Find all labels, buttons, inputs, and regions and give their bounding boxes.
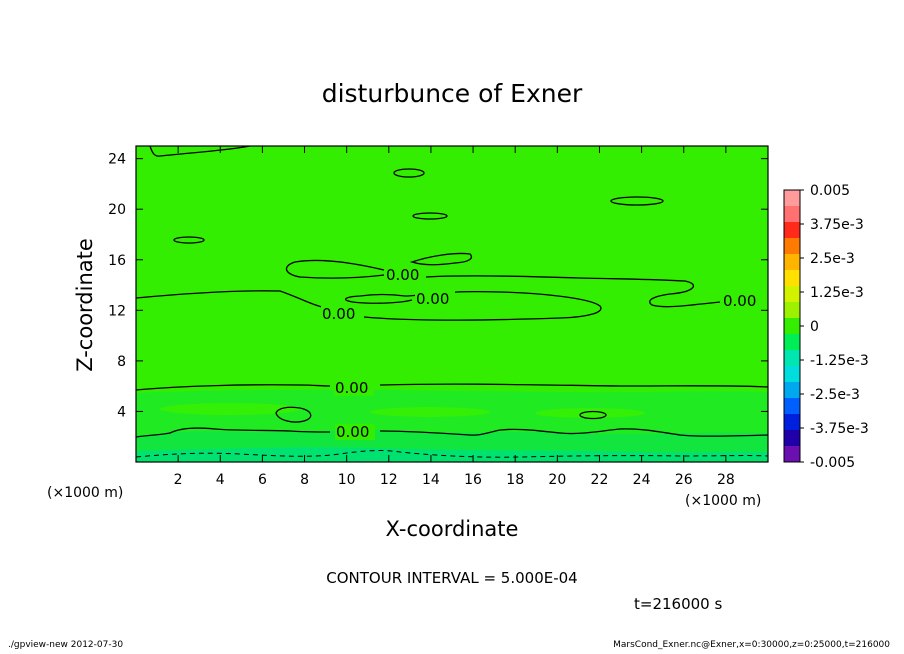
x-axis-label: X-coordinate xyxy=(386,517,519,541)
contour-line xyxy=(149,145,251,157)
y-tick-label: 20 xyxy=(108,202,126,218)
time-label: t=216000 s xyxy=(634,595,722,613)
colorbar: 0.005 3.75e-3 2.5e-3 1.25e-3 0 -1.25e-3 -2.5e-… xyxy=(783,183,869,471)
negative-contour-line xyxy=(135,450,769,458)
colorbar-swatch xyxy=(784,334,800,351)
x-tick-label: 14 xyxy=(422,472,440,488)
footer-right: MarsCond_Exner.nc@Exner,x=0:30000,z=0:25… xyxy=(613,640,890,650)
contour-label-bg xyxy=(385,267,425,283)
plot-frame xyxy=(135,145,769,463)
colorbar-swatch xyxy=(784,222,800,239)
colorbar-swatch xyxy=(784,238,800,255)
field-band xyxy=(136,447,768,462)
contour-line xyxy=(409,252,473,266)
colorbar-swatch xyxy=(784,286,800,303)
colorbar-swatch xyxy=(784,446,800,463)
x-tick-label: 8 xyxy=(300,472,309,488)
y-axis-label: Z-coordinate xyxy=(73,238,97,372)
colorbar-label: -0.005 xyxy=(810,455,855,471)
colorbar-label: 0.005 xyxy=(810,183,850,199)
colorbar-swatch xyxy=(784,254,800,271)
contour-line xyxy=(173,236,205,244)
colorbar-swatch xyxy=(784,206,800,223)
colorbar-swatch xyxy=(784,350,800,367)
contour-label: 0.00 xyxy=(386,266,419,284)
field-band xyxy=(160,403,300,415)
contour-label: 0.00 xyxy=(336,423,369,441)
x-tick-label: 12 xyxy=(380,472,398,488)
colorbar-label: 1.25e-3 xyxy=(810,285,864,301)
y-tick-label: 16 xyxy=(108,253,126,269)
contour-line xyxy=(344,290,602,321)
y-tick-label: 4 xyxy=(117,404,126,420)
y-axis: 4 8 12 16 20 24 xyxy=(108,152,768,420)
contour-label-bg xyxy=(722,293,762,309)
contour-line xyxy=(393,168,425,178)
contour-line xyxy=(379,428,769,437)
contour-line xyxy=(425,275,721,308)
contour-label-bg xyxy=(415,291,455,307)
x-axis: 2 4 6 8 10 12 14 16 18 20 22 24 26 28 xyxy=(174,146,735,488)
colorbar-swatch xyxy=(784,382,800,399)
contour-line xyxy=(135,290,323,308)
contour-line xyxy=(412,212,448,220)
contour-lines xyxy=(135,145,769,438)
colorbar-label: -1.25e-3 xyxy=(810,353,869,369)
colorbar-swatch xyxy=(784,318,800,335)
contour-line xyxy=(285,259,385,279)
contour-label-layer: 0.00 0.00 0.00 0.00 0.00 0.00 xyxy=(321,266,762,441)
colorbar-swatch xyxy=(784,398,800,415)
contour-line xyxy=(135,427,331,438)
colorbar-label: -2.5e-3 xyxy=(810,387,860,403)
contour-interval: CONTOUR INTERVAL = 5.000E-04 xyxy=(326,569,577,587)
contour-label-bg xyxy=(335,424,375,440)
x-unit-left: (×1000 m) xyxy=(47,485,123,501)
colorbar-label: 0 xyxy=(810,319,819,335)
colorbar-label: 3.75e-3 xyxy=(810,217,864,233)
x-tick-label: 4 xyxy=(216,472,225,488)
x-tick-label: 22 xyxy=(591,472,609,488)
contour-label: 0.00 xyxy=(322,305,355,323)
x-tick-label: 18 xyxy=(506,472,524,488)
contour-line xyxy=(275,406,312,423)
contour-line xyxy=(379,383,769,388)
y-tick-label: 12 xyxy=(108,303,126,319)
colorbar-label: 2.5e-3 xyxy=(810,251,855,267)
y-tick-label: 8 xyxy=(117,354,126,370)
contour-line xyxy=(610,196,664,206)
x-tick-label: 6 xyxy=(258,472,267,488)
x-unit-right: (×1000 m) xyxy=(685,493,761,509)
footer-left: ./gpview-new 2012-07-30 xyxy=(8,640,124,650)
contour-label: 0.00 xyxy=(335,379,368,397)
colorbar-swatch xyxy=(784,414,800,431)
colorbar-label: -3.75e-3 xyxy=(810,421,869,437)
x-tick-label: 16 xyxy=(464,472,482,488)
x-tick-label: 26 xyxy=(675,472,693,488)
x-tick-label: 20 xyxy=(548,472,566,488)
x-tick-label: 2 xyxy=(174,472,183,488)
contour-label: 0.00 xyxy=(723,292,756,310)
x-tick-label: 28 xyxy=(717,472,735,488)
colorbar-swatch xyxy=(784,366,800,383)
colorbar-swatch xyxy=(784,302,800,319)
plot-area: 0.00 0.00 0.00 0.00 0.00 0.00 xyxy=(135,145,769,463)
contour-line xyxy=(579,410,607,420)
contour-label: 0.00 xyxy=(416,290,449,308)
x-tick-label: 24 xyxy=(633,472,651,488)
colorbar-swatch xyxy=(784,190,800,207)
x-tick-label: 10 xyxy=(338,472,356,488)
colorbar-swatch xyxy=(784,270,800,287)
contour-label-bg xyxy=(321,306,361,322)
field-band xyxy=(535,408,645,418)
y-tick-label: 24 xyxy=(108,152,126,168)
chart-title: disturbunce of Exner xyxy=(322,79,583,108)
contour-label-bg xyxy=(334,380,374,396)
contour-line xyxy=(135,384,331,391)
field-band xyxy=(370,407,490,417)
colorbar-swatch xyxy=(784,430,800,447)
